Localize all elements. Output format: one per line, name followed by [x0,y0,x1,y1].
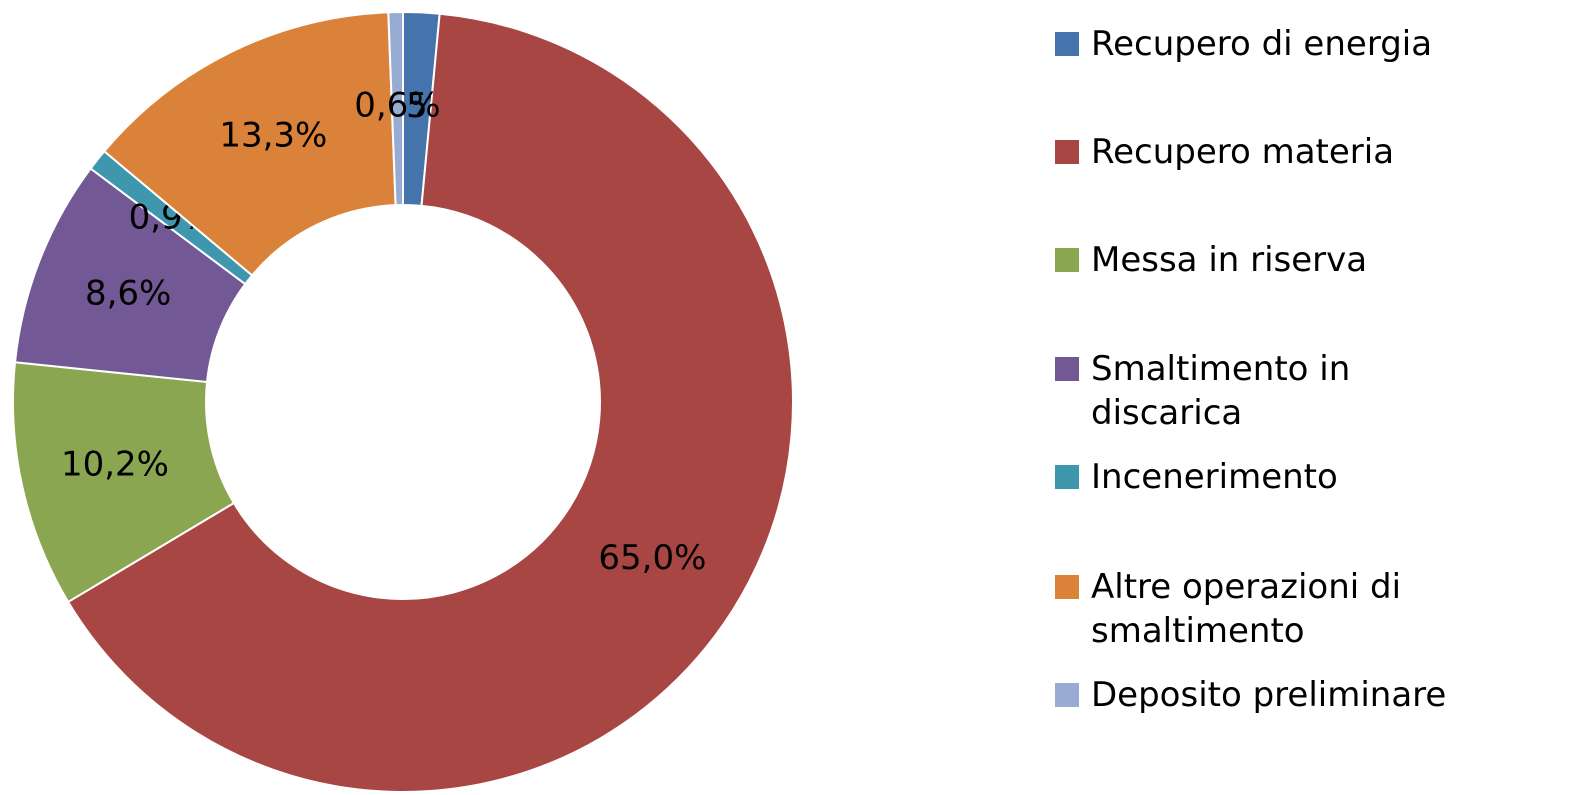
legend-item: Messa in riserva [1055,238,1451,282]
legend-swatch [1055,575,1079,599]
legend-swatch [1055,32,1079,56]
legend-item: Deposito preliminare [1055,673,1451,717]
legend-swatch [1055,357,1079,381]
data-label: 0,6% [354,86,440,126]
legend-swatch [1055,140,1079,164]
legend-label: Recupero materia [1091,132,1395,172]
legend-item: Recupero di energia [1055,22,1451,66]
data-label: 10,2% [61,444,169,484]
legend-label: Deposito preliminare [1091,675,1447,715]
slice [12,361,236,604]
data-label: 8,6% [85,273,171,313]
legend-label: Altre operazioni di smaltimento [1091,567,1402,651]
slice [387,10,404,207]
legend-item: Incenerimento [1055,455,1451,499]
legend-item: Smaltimento in discarica [1055,347,1451,435]
legend-swatch [1055,465,1079,489]
data-label: 13,3% [219,116,327,156]
legend-label: Messa in riserva [1091,240,1368,280]
legend-label: Incenerimento [1091,457,1338,497]
legend-swatch [1055,683,1079,707]
chart: 1,5%65,0%10,2%8,6%0,9%13,3%0,6% [12,10,794,793]
slice [66,12,794,793]
slice [102,11,397,277]
legend-item: Recupero materia [1055,130,1451,174]
legend-label: Smaltimento in discarica [1091,349,1351,433]
legend-label: Recupero di energia [1091,24,1433,64]
legend-swatch [1055,248,1079,272]
legend-item: Altre operazioni di smaltimento [1055,565,1451,653]
data-label: 65,0% [598,538,706,578]
